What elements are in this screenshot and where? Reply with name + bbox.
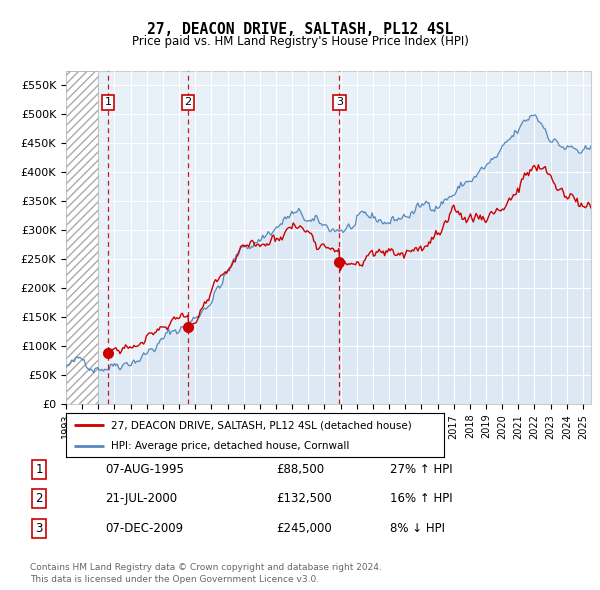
Text: 2: 2 xyxy=(35,492,43,505)
Text: £245,000: £245,000 xyxy=(276,522,332,535)
Text: 27, DEACON DRIVE, SALTASH, PL12 4SL: 27, DEACON DRIVE, SALTASH, PL12 4SL xyxy=(147,22,453,37)
Text: 16% ↑ HPI: 16% ↑ HPI xyxy=(390,492,452,505)
Text: 07-AUG-1995: 07-AUG-1995 xyxy=(105,463,184,476)
Text: 2: 2 xyxy=(184,97,191,107)
Text: 1: 1 xyxy=(35,463,43,476)
Text: £88,500: £88,500 xyxy=(276,463,324,476)
Text: £132,500: £132,500 xyxy=(276,492,332,505)
Text: 3: 3 xyxy=(336,97,343,107)
Bar xyxy=(66,71,98,404)
Text: 21-JUL-2000: 21-JUL-2000 xyxy=(105,492,177,505)
Text: 3: 3 xyxy=(35,522,43,535)
Text: 8% ↓ HPI: 8% ↓ HPI xyxy=(390,522,445,535)
Text: Contains HM Land Registry data © Crown copyright and database right 2024.
This d: Contains HM Land Registry data © Crown c… xyxy=(30,563,382,584)
Text: HPI: Average price, detached house, Cornwall: HPI: Average price, detached house, Corn… xyxy=(112,441,350,451)
Text: Price paid vs. HM Land Registry's House Price Index (HPI): Price paid vs. HM Land Registry's House … xyxy=(131,35,469,48)
Text: 27, DEACON DRIVE, SALTASH, PL12 4SL (detached house): 27, DEACON DRIVE, SALTASH, PL12 4SL (det… xyxy=(112,421,412,430)
Text: 1: 1 xyxy=(104,97,112,107)
Text: 27% ↑ HPI: 27% ↑ HPI xyxy=(390,463,452,476)
Text: 07-DEC-2009: 07-DEC-2009 xyxy=(105,522,183,535)
